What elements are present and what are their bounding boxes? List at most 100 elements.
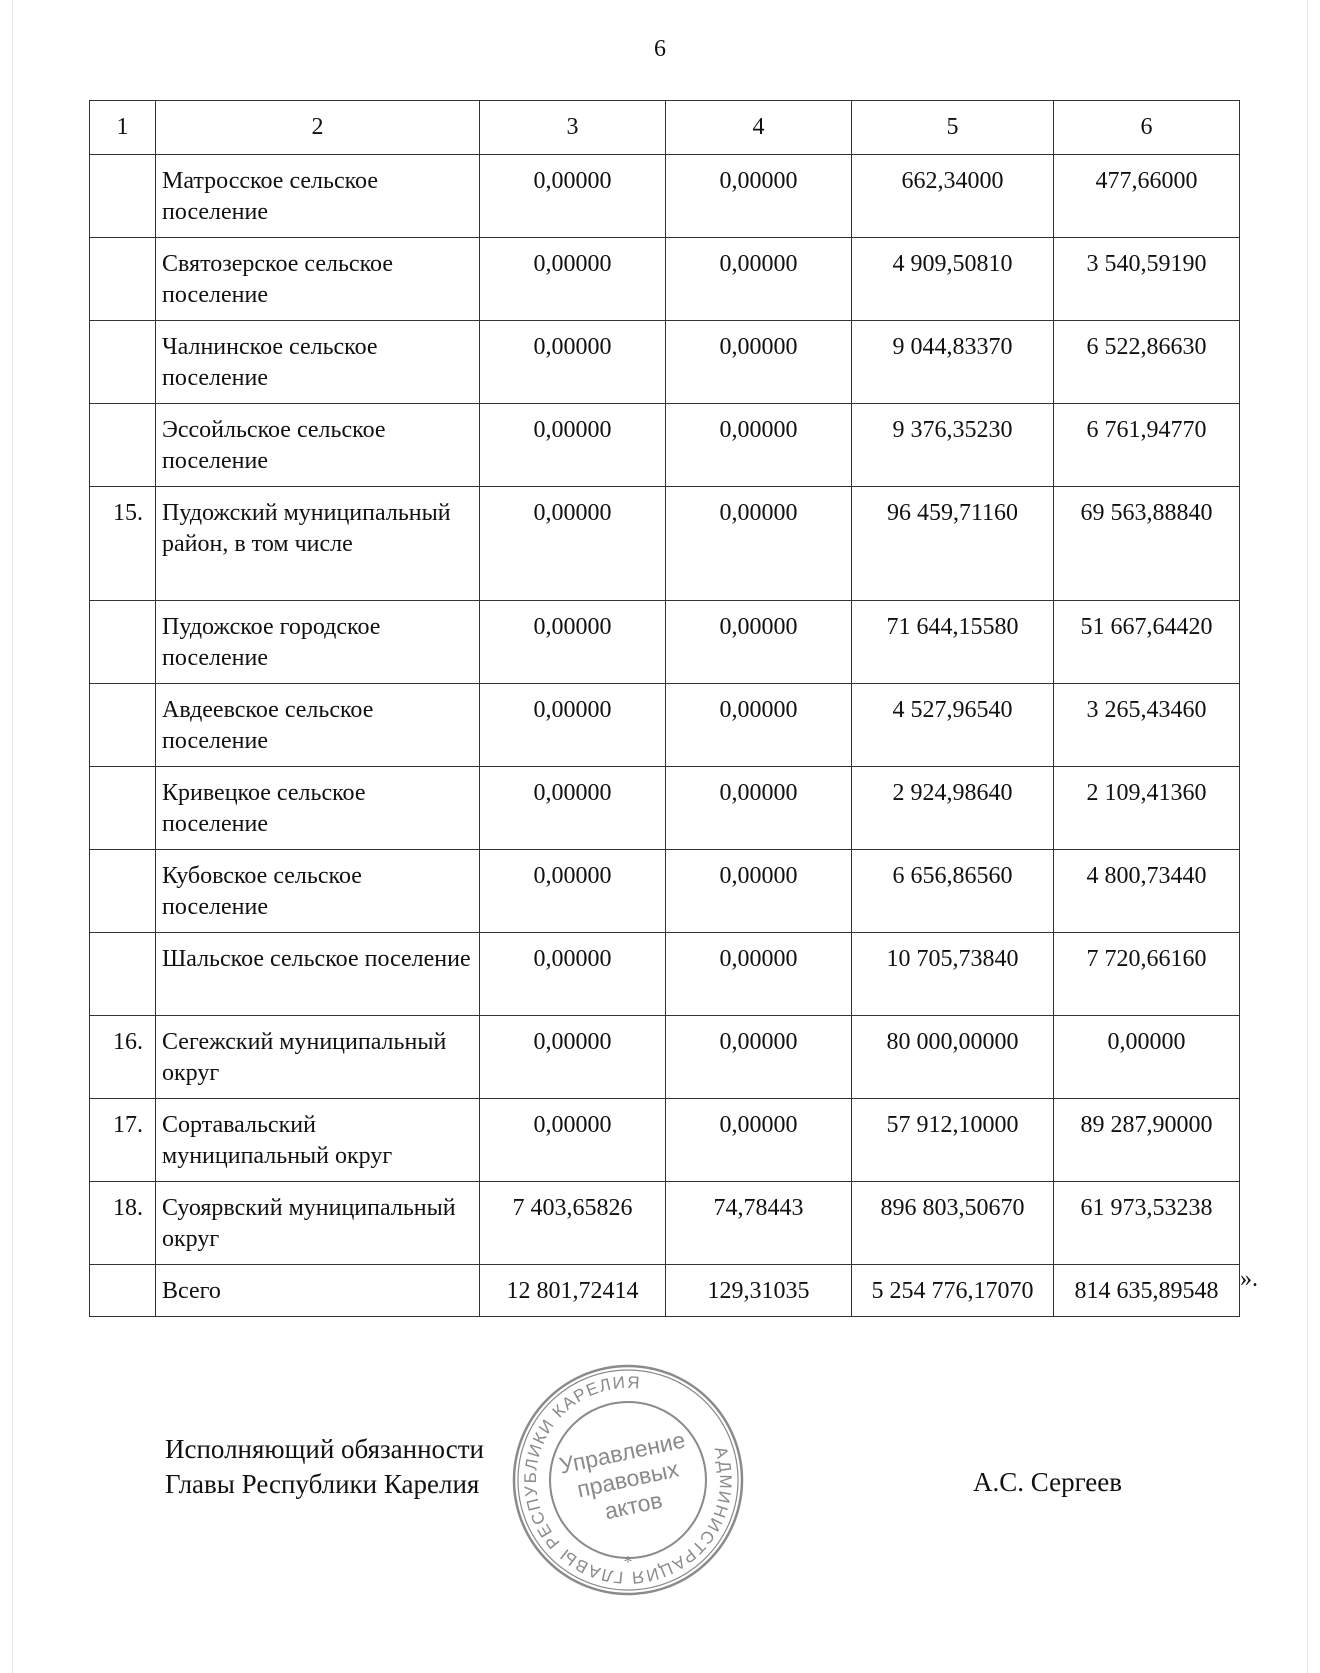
table-row: Чалнинское сельское поселение 0,00000 0,00… bbox=[89, 320, 1240, 404]
stamp-star-icon: * bbox=[624, 1552, 633, 1572]
row-name: Кубовское сельское поселение bbox=[155, 849, 480, 933]
row-number bbox=[89, 154, 156, 238]
col5-value: 10 705,73840 bbox=[851, 932, 1054, 1016]
col3-value: 0,00000 bbox=[479, 932, 666, 1016]
row-name: Матросское сельское поселение bbox=[155, 154, 480, 238]
row-number bbox=[89, 403, 156, 487]
col6-value: 0,00000 bbox=[1053, 1015, 1240, 1099]
col3-value: 0,00000 bbox=[479, 683, 666, 767]
row-number bbox=[89, 849, 156, 933]
col4-value: 129,31035 bbox=[665, 1264, 852, 1317]
allocation-table: 1 2 3 4 5 6 Матросское сельское поселени… bbox=[89, 100, 1240, 1317]
col5-value: 9 376,35230 bbox=[851, 403, 1054, 487]
table-row: Авдеевское сельское поселение 0,00000 0,00… bbox=[89, 683, 1240, 767]
row-number bbox=[89, 237, 156, 321]
col3-value: 7 403,65826 bbox=[479, 1181, 666, 1265]
col4-value: 0,00000 bbox=[665, 320, 852, 404]
row-name: Пудожский муниципальный район, в том чис… bbox=[155, 486, 480, 601]
col6-value: 6 522,86630 bbox=[1053, 320, 1240, 404]
header-cell: 6 bbox=[1053, 100, 1240, 155]
table-row: Пудожское городское поселение 0,00000 0,00… bbox=[89, 600, 1240, 684]
header-cell: 4 bbox=[665, 100, 852, 155]
row-name: Суоярвский муниципальный округ bbox=[155, 1181, 480, 1265]
col4-value: 0,00000 bbox=[665, 1098, 852, 1182]
col3-value: 0,00000 bbox=[479, 154, 666, 238]
signatory-title-line2: Главы Республики Карелия bbox=[165, 1469, 480, 1499]
col6-value: 477,66000 bbox=[1053, 154, 1240, 238]
col4-value: 0,00000 bbox=[665, 932, 852, 1016]
col3-value: 0,00000 bbox=[479, 1015, 666, 1099]
col5-value: 2 924,98640 bbox=[851, 766, 1054, 850]
col6-value: 4 800,73440 bbox=[1053, 849, 1240, 933]
col6-value: 7 720,66160 bbox=[1053, 932, 1240, 1016]
row-name: Шальское сельское поселение bbox=[155, 932, 480, 1016]
col6-value: 61 973,53238 bbox=[1053, 1181, 1240, 1265]
col6-value: 3 540,59190 bbox=[1053, 237, 1240, 321]
table-row: Шальское сельское поселение 0,00000 0,0000… bbox=[89, 932, 1240, 1016]
table-row: Кубовское сельское поселение 0,00000 0,000… bbox=[89, 849, 1240, 933]
table-row: 15. Пудожский муниципальный район, в том … bbox=[89, 486, 1240, 601]
signatory-title-line1: Исполняющий обязанности bbox=[165, 1434, 484, 1464]
row-number bbox=[89, 1264, 156, 1317]
col3-value: 0,00000 bbox=[479, 486, 666, 601]
col4-value: 74,78443 bbox=[665, 1181, 852, 1265]
row-name: Пудожское городское поселение bbox=[155, 600, 480, 684]
col4-value: 0,00000 bbox=[665, 237, 852, 321]
row-name: Чалнинское сельское поселение bbox=[155, 320, 480, 404]
row-name: Авдеевское сельское поселение bbox=[155, 683, 480, 767]
row-name: Эссойльское сельское поселение bbox=[155, 403, 480, 487]
row-name: Кривецкое сельское поселение bbox=[155, 766, 480, 850]
header-cell: 5 bbox=[851, 100, 1054, 155]
col4-value: 0,00000 bbox=[665, 849, 852, 933]
total-row: Всего 12 801,72414 129,31035 5 254 776,1707… bbox=[89, 1264, 1240, 1317]
col5-value: 5 254 776,17070 bbox=[851, 1264, 1054, 1317]
col6-value: 69 563,88840 bbox=[1053, 486, 1240, 601]
row-number: 16. bbox=[89, 1015, 156, 1099]
col4-value: 0,00000 bbox=[665, 154, 852, 238]
signatory-name: А.С. Сергеев bbox=[973, 1467, 1123, 1497]
col3-value: 0,00000 bbox=[479, 766, 666, 850]
col5-value: 71 644,15580 bbox=[851, 600, 1054, 684]
col3-value: 0,00000 bbox=[479, 237, 666, 321]
table-row: Эссойльское сельское поселение 0,00000 0,0… bbox=[89, 403, 1240, 487]
col6-value: 6 761,94770 bbox=[1053, 403, 1240, 487]
page-number: 6 bbox=[654, 36, 666, 62]
col6-value: 814 635,89548 bbox=[1053, 1264, 1240, 1317]
col3-value: 12 801,72414 bbox=[479, 1264, 666, 1317]
col5-value: 6 656,86560 bbox=[851, 849, 1054, 933]
col3-value: 0,00000 bbox=[479, 600, 666, 684]
col4-value: 0,00000 bbox=[665, 403, 852, 487]
row-number bbox=[89, 932, 156, 1016]
table-row: 18. Суоярвский муниципальный округ 7 403,6… bbox=[89, 1181, 1240, 1265]
row-number: 15. bbox=[89, 486, 156, 601]
row-name: Всего bbox=[155, 1264, 480, 1317]
col4-value: 0,00000 bbox=[665, 486, 852, 601]
row-number bbox=[89, 320, 156, 404]
row-name: Сегежский муниципальный округ bbox=[155, 1015, 480, 1099]
col4-value: 0,00000 bbox=[665, 766, 852, 850]
row-number: 18. bbox=[89, 1181, 156, 1265]
table-row: Святозерское сельское поселение 0,00000 0,… bbox=[89, 237, 1240, 321]
col5-value: 4 527,96540 bbox=[851, 683, 1054, 767]
header-cell: 2 bbox=[155, 100, 480, 155]
table-row: Матросское сельское поселение 0,00000 0,00… bbox=[89, 154, 1240, 238]
table-row: 16. Сегежский муниципальный округ 0,00000 0… bbox=[89, 1015, 1240, 1099]
col3-value: 0,00000 bbox=[479, 849, 666, 933]
col4-value: 0,00000 bbox=[665, 1015, 852, 1099]
col5-value: 4 909,50810 bbox=[851, 237, 1054, 321]
row-name: Сортавальский муниципальный округ bbox=[155, 1098, 480, 1182]
header-cell: 1 bbox=[89, 100, 156, 155]
row-number bbox=[89, 683, 156, 767]
row-number bbox=[89, 766, 156, 850]
row-number bbox=[89, 600, 156, 684]
header-cell: 3 bbox=[479, 100, 666, 155]
col4-value: 0,00000 bbox=[665, 683, 852, 767]
col6-value: 2 109,41360 bbox=[1053, 766, 1240, 850]
col3-value: 0,00000 bbox=[479, 320, 666, 404]
col3-value: 0,00000 bbox=[479, 1098, 666, 1182]
table-row: Кривецкое сельское поселение 0,00000 0,000… bbox=[89, 766, 1240, 850]
col5-value: 662,34000 bbox=[851, 154, 1054, 238]
col6-value: 3 265,43460 bbox=[1053, 683, 1240, 767]
row-name: Святозерское сельское поселение bbox=[155, 237, 480, 321]
col6-value: 51 667,64420 bbox=[1053, 600, 1240, 684]
